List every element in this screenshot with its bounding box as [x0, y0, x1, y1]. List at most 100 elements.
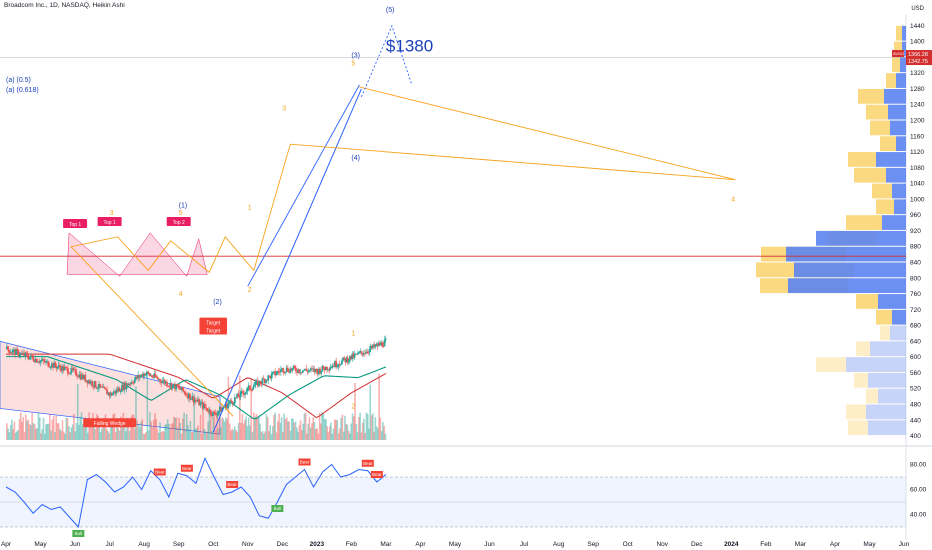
candle-body — [362, 353, 365, 355]
price-tick-label: 600 — [910, 354, 921, 361]
candle-body — [240, 391, 243, 393]
candle-body — [239, 391, 242, 398]
price-tick-label: 880 — [910, 244, 921, 251]
volume-bar — [341, 414, 344, 440]
candle-body — [81, 374, 84, 379]
candle-body — [119, 391, 122, 393]
volume-bar — [202, 412, 204, 440]
candle-body — [113, 391, 115, 394]
price-tick-label: 1280 — [910, 86, 925, 93]
candle-body — [237, 393, 240, 397]
volume-bar — [265, 414, 268, 440]
candle-body — [52, 363, 54, 368]
volume-profile-bar-up — [786, 246, 906, 262]
wave-label: (a) (0.618) — [6, 87, 39, 94]
wave-label: 4 — [179, 291, 183, 298]
volume-bar — [150, 421, 152, 440]
volume-profile-bar-up — [896, 73, 906, 88]
volume-bar — [147, 430, 150, 440]
candle-body — [60, 367, 62, 372]
volume-bar — [192, 432, 194, 440]
volume-bar — [170, 423, 173, 440]
candle-body — [152, 376, 155, 378]
candle-body — [303, 370, 305, 371]
volume-bar — [241, 413, 244, 440]
volume-bar — [64, 433, 66, 440]
candle-body — [293, 366, 296, 369]
candle-body — [39, 360, 42, 363]
volume-bar — [328, 426, 331, 440]
pattern-tag-box — [199, 317, 228, 327]
x-tick-label: Oct — [208, 541, 218, 548]
volume-bar — [109, 426, 112, 440]
volume-bar — [187, 424, 189, 440]
candle-body — [79, 374, 82, 380]
candle-body — [225, 403, 228, 409]
volume-bar — [194, 428, 197, 440]
volume-profile-bar-down — [816, 357, 846, 372]
wave-label: (2) — [213, 299, 222, 306]
volume-bar — [287, 421, 289, 440]
volume-bar — [204, 431, 207, 440]
volume-bar — [289, 430, 292, 440]
volume-bar — [54, 432, 56, 440]
volume-bar — [373, 431, 375, 440]
candle-body — [262, 378, 265, 380]
volume-bar — [66, 418, 69, 440]
volume-bar — [69, 432, 71, 440]
volume-bar — [71, 424, 74, 440]
volume-bar — [299, 420, 302, 440]
volume-bar — [135, 386, 137, 440]
volume-bar — [208, 413, 211, 440]
volume-bar — [146, 379, 149, 440]
candle-body — [319, 368, 321, 374]
divergence-tag-box — [226, 481, 239, 488]
volume-bar — [212, 417, 215, 440]
volume-bar — [380, 430, 383, 440]
volume-bar — [59, 428, 61, 440]
pattern-tag-label: Target — [206, 329, 221, 335]
divergence-tag-box — [298, 458, 311, 466]
candle-body — [278, 371, 281, 373]
volume-profile-bar-up — [876, 152, 906, 167]
candle-body — [238, 396, 241, 398]
volume-bar — [47, 423, 50, 440]
ticker-badge-label: AVGO — [893, 51, 904, 56]
volume-bar — [188, 430, 190, 440]
volume-profile-bar-up — [816, 230, 906, 246]
volume-bar — [218, 413, 221, 440]
candle-body — [126, 383, 129, 386]
candle-body — [71, 367, 74, 370]
candle-body — [304, 368, 306, 371]
candle-body — [43, 360, 46, 363]
candle-body — [297, 369, 300, 373]
volume-bar — [360, 432, 363, 440]
volume-bar — [19, 412, 22, 440]
price-tick-label: 640 — [910, 338, 921, 345]
candle-body — [383, 340, 386, 347]
volume-bar — [132, 414, 135, 440]
candle-body — [192, 396, 195, 403]
volume-bar — [56, 423, 59, 440]
volume-bar — [271, 426, 274, 440]
volume-bar — [263, 433, 265, 440]
volume-bar — [174, 417, 177, 440]
volume-bar — [32, 423, 35, 440]
volume-bar — [36, 428, 38, 440]
volume-bar — [93, 425, 95, 440]
candle-body — [63, 367, 66, 371]
volume-bar — [62, 431, 65, 440]
volume-bar — [294, 421, 297, 440]
candle-body — [373, 344, 376, 348]
candle-body — [305, 368, 308, 371]
volume-bar — [308, 417, 311, 440]
volume-bar — [366, 414, 369, 440]
candle-body — [48, 366, 51, 368]
volume-bar — [80, 412, 83, 440]
candle-body — [285, 367, 288, 372]
volume-bar — [171, 423, 174, 440]
candle-body — [228, 402, 230, 405]
wave-label: 3 — [282, 106, 286, 113]
